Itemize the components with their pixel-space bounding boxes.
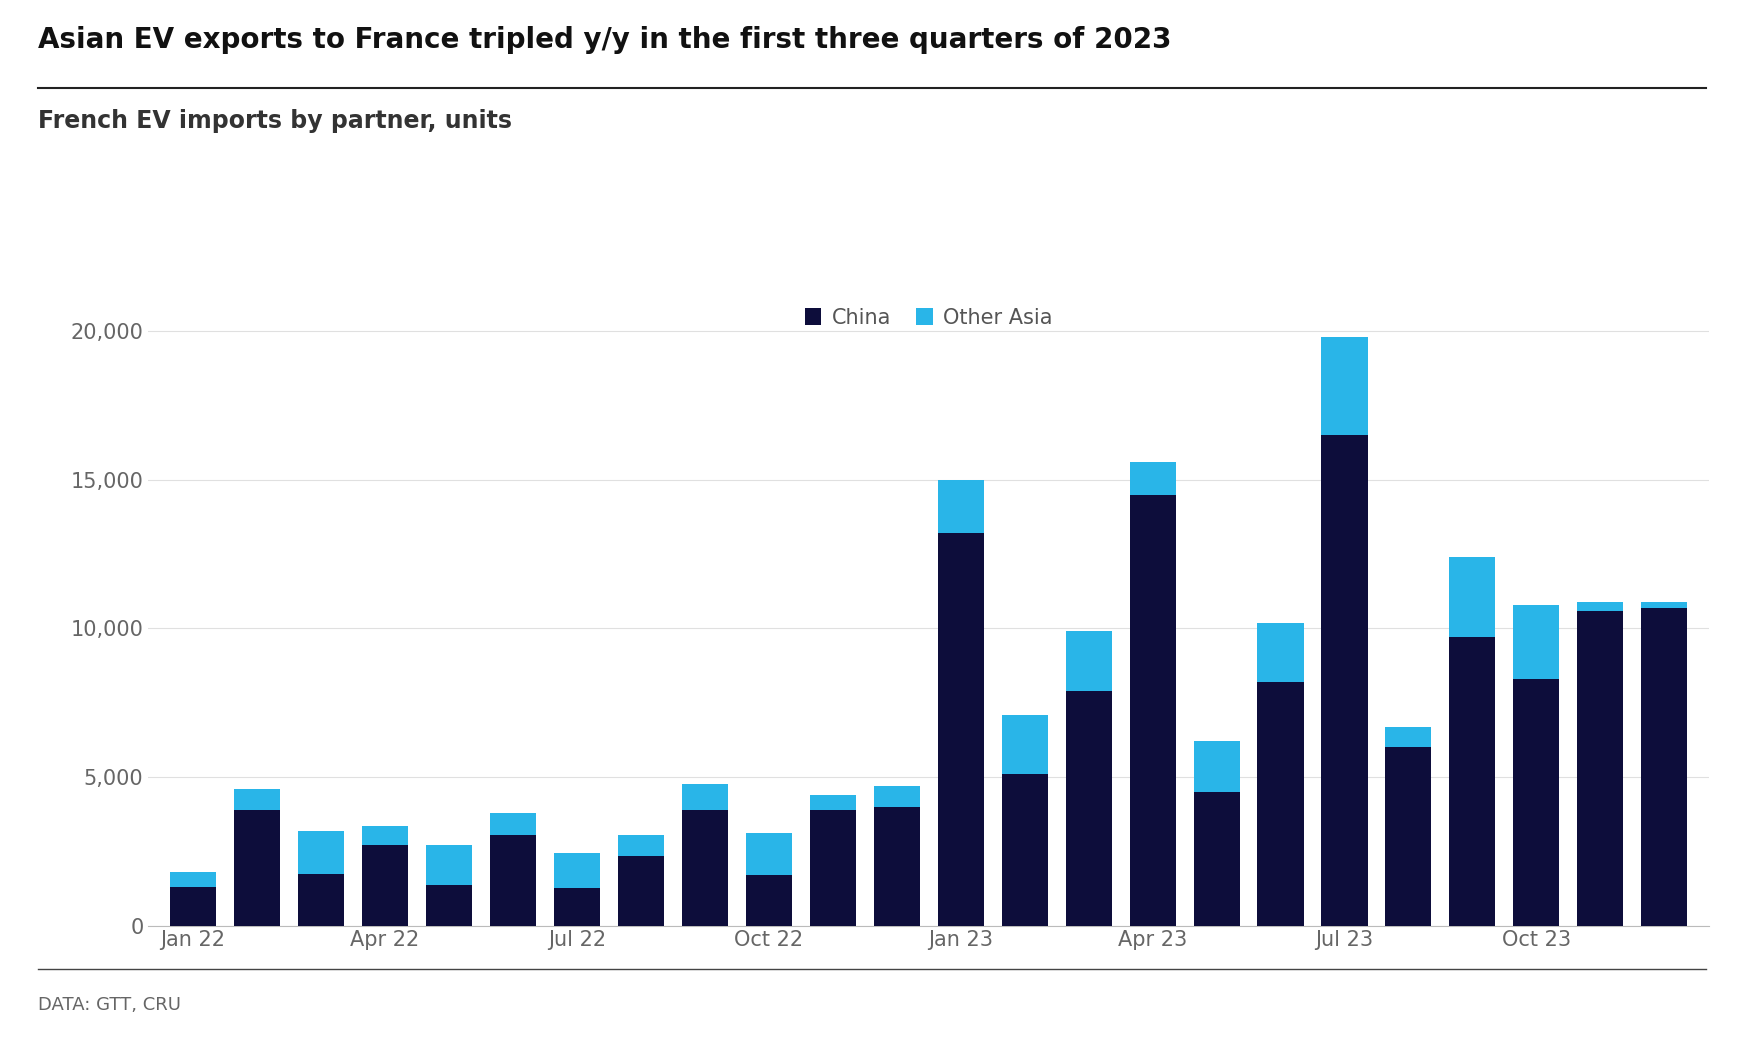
Bar — [298, 874, 344, 926]
Bar — [874, 786, 919, 807]
Bar — [1514, 679, 1559, 926]
Bar — [363, 826, 408, 846]
Bar — [555, 888, 600, 926]
Legend: China, Other Asia: China, Other Asia — [797, 300, 1060, 336]
Bar — [746, 833, 792, 875]
Bar — [1257, 623, 1303, 682]
Bar — [426, 846, 473, 885]
Bar — [938, 534, 984, 926]
Bar — [746, 875, 792, 926]
Bar — [938, 479, 984, 534]
Text: French EV imports by partner, units: French EV imports by partner, units — [38, 109, 513, 133]
Bar — [1130, 495, 1175, 926]
Bar — [1257, 682, 1303, 926]
Bar — [1641, 602, 1688, 607]
Bar — [490, 835, 535, 926]
Bar — [809, 810, 856, 926]
Bar — [1322, 436, 1367, 926]
Text: Asian EV exports to France tripled y/y in the first three quarters of 2023: Asian EV exports to France tripled y/y i… — [38, 26, 1172, 54]
Bar — [234, 810, 281, 926]
Bar — [1130, 462, 1175, 495]
Bar — [1001, 774, 1048, 926]
Bar — [1641, 607, 1688, 926]
Bar — [682, 784, 727, 810]
Bar — [809, 795, 856, 810]
Bar — [1066, 691, 1111, 926]
Bar — [169, 873, 216, 887]
Bar — [169, 887, 216, 926]
Bar — [1385, 727, 1432, 748]
Bar — [234, 789, 281, 810]
Bar — [1193, 791, 1240, 926]
Bar — [1449, 638, 1495, 926]
Bar — [1514, 604, 1559, 679]
Bar — [426, 885, 473, 926]
Bar — [363, 846, 408, 926]
Bar — [617, 835, 664, 856]
Bar — [1385, 748, 1432, 926]
Bar — [682, 810, 727, 926]
Bar — [1577, 602, 1624, 610]
Bar — [1577, 610, 1624, 926]
Bar — [874, 807, 919, 926]
Bar — [555, 853, 600, 888]
Bar — [1001, 714, 1048, 774]
Bar — [490, 812, 535, 835]
Bar — [1322, 337, 1367, 436]
Bar — [298, 831, 344, 874]
Bar — [1193, 742, 1240, 791]
Text: DATA: GTT, CRU: DATA: GTT, CRU — [38, 996, 181, 1014]
Bar — [1066, 631, 1111, 691]
Bar — [1449, 557, 1495, 638]
Bar — [617, 856, 664, 926]
